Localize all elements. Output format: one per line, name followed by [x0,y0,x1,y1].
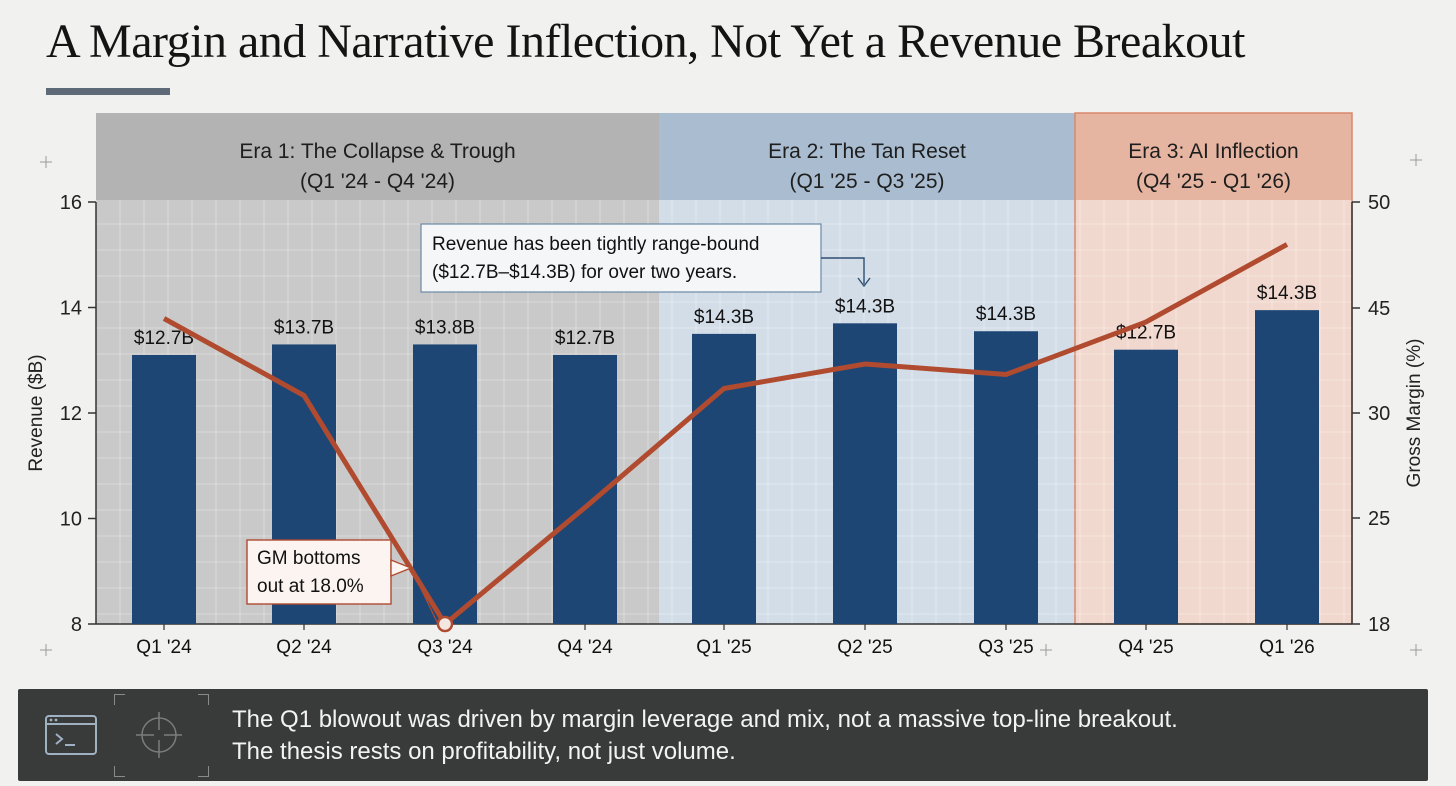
y2-tick-label: 30 [1368,403,1390,425]
era-range: (Q1 '24 - Q4 '24) [300,170,455,193]
chart: Era 1: The Collapse & Trough (Q1 '24 - Q4… [26,112,1425,658]
corner-bracket [114,766,125,777]
corner-bracket [198,766,209,777]
terminal-icon [45,715,97,755]
range-annotation-arrowhead [857,277,871,288]
era-title: Era 3: AI Inflection [1128,140,1298,163]
y2-tick-label: 50 [1368,192,1390,214]
y2-tick-label: 45 [1368,298,1390,320]
trough-annotation-pointer [390,558,413,578]
trough-annotation-line-2: out at 18.0% [257,576,364,597]
y2-axis-label: Gross Margin (%) [1404,339,1425,488]
takeaway-line-2: The thesis rests on profitability, not j… [232,738,736,765]
trough-annotation-box [246,539,392,605]
bar-value-label: $12.7B [134,328,194,349]
x-tick-label: Q1 '24 [136,637,192,658]
revenue-bar [974,331,1038,624]
revenue-bar [1255,310,1319,624]
revenue-bar [132,354,196,624]
plus-mark [40,156,52,168]
takeaway-text: The Q1 blowout was driven by margin leve… [232,704,1178,768]
takeaway-panel [18,689,1428,781]
y-tick-label: 12 [60,403,82,425]
era-title: Era 2: The Tan Reset [768,140,966,163]
revenue-bar [1114,349,1178,624]
y-axis-label: Revenue ($B) [26,354,47,471]
x-tick-label: Q4 '24 [557,637,613,658]
y2-tick-label: 18 [1368,614,1390,636]
crosshair-icon [136,712,182,758]
x-tick-label: Q2 '25 [837,637,892,658]
bar-value-label: $13.7B [274,317,334,338]
range-annotation-line-1: Revenue has been tightly range-bound [432,234,759,255]
x-tick-label: Q2 '24 [276,637,332,658]
bar-value-label: $12.7B [555,328,615,349]
page-title: A Margin and Narrative Inflection, Not Y… [46,15,1245,68]
range-annotation-line-2: ($12.7B–$14.3B) for over two years. [432,262,737,283]
y-tick-label: 8 [71,614,82,636]
range-annotation-arrow [821,257,865,284]
trough-annotation-line-1: GM bottoms [257,548,360,569]
y-tick-label: 16 [60,192,82,214]
x-tick-label: Q3 '24 [417,637,473,658]
gross-margin-line [162,242,1289,628]
era-range: (Q4 '25 - Q1 '26) [1136,170,1291,193]
plus-mark [1040,644,1052,656]
range-annotation-box [420,223,822,293]
trough-marker [436,615,454,633]
plus-mark [1410,154,1422,166]
corner-bracket [198,694,209,705]
era-title: Era 1: The Collapse & Trough [239,140,515,163]
y-tick-label: 10 [60,509,82,531]
y-tick-label: 14 [60,298,82,320]
x-tick-label: Q3 '25 [978,637,1033,658]
revenue-bar [833,323,897,624]
bar-value-label: $14.3B [1257,283,1317,304]
corner-bracket [114,694,125,705]
trough-annotation-leader [410,567,439,625]
x-tick-label: Q1 '26 [1259,637,1314,658]
x-tick-label: Q1 '25 [696,637,751,658]
era-header [659,113,1075,200]
bar-value-label: $14.3B [835,296,895,317]
y2-tick-label: 25 [1368,508,1390,530]
bar-value-label: $12.7B [1116,323,1176,344]
plus-mark [40,644,52,656]
takeaway-line-1: The Q1 blowout was driven by margin leve… [232,706,1178,733]
era-header [1075,113,1352,200]
revenue-bar [413,344,477,624]
revenue-bar [692,333,756,624]
x-tick-label: Q4 '25 [1118,637,1173,658]
title-underline [46,88,170,95]
plus-mark [1410,644,1422,656]
era-header [96,113,659,200]
era-range: (Q1 '25 - Q3 '25) [789,170,944,193]
bar-value-label: $14.3B [976,304,1036,325]
bar-value-label: $13.8B [415,317,475,338]
bar-value-label: $14.3B [694,307,754,328]
